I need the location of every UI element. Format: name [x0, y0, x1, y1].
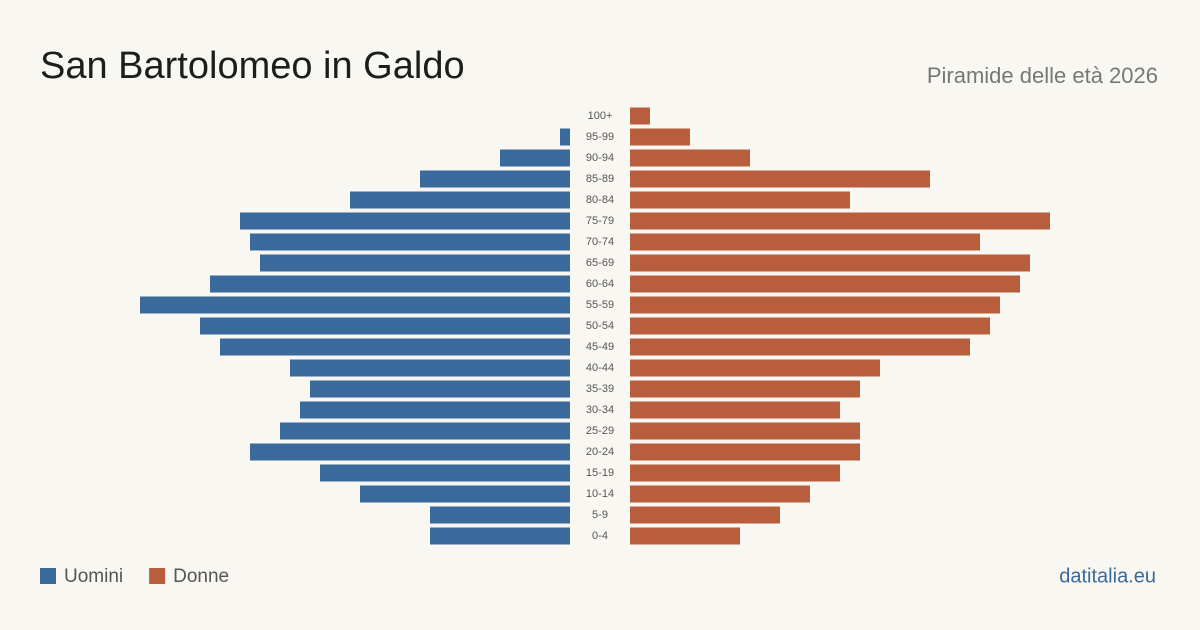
bar-female — [630, 380, 860, 398]
bar-female — [630, 506, 780, 524]
age-label: 35-39 — [586, 383, 614, 395]
bar-male — [250, 233, 570, 251]
bar-male — [560, 128, 570, 146]
age-label: 100+ — [588, 110, 613, 122]
age-label: 5-9 — [592, 509, 608, 521]
age-label: 65-69 — [586, 257, 614, 269]
bar-male — [300, 401, 570, 419]
age-label: 0-4 — [592, 530, 608, 542]
bar-female — [630, 254, 1030, 272]
bar-female — [630, 128, 690, 146]
bar-male — [260, 254, 570, 272]
legend-swatch — [149, 568, 166, 584]
age-label: 60-64 — [586, 278, 614, 290]
age-label: 70-74 — [586, 236, 614, 248]
bar-male — [420, 170, 570, 188]
bar-female — [630, 233, 980, 251]
bar-female — [630, 527, 740, 545]
chart-title: San Bartolomeo in Galdo — [40, 45, 465, 87]
bar-female — [630, 107, 650, 125]
legend-swatch — [40, 568, 56, 584]
bar-female — [630, 149, 750, 167]
bar-male — [430, 527, 570, 545]
age-label: 25-29 — [586, 425, 614, 437]
legend-label: Uomini — [64, 566, 123, 587]
bar-male — [320, 464, 570, 482]
bar-female — [630, 296, 1000, 314]
bar-male — [500, 149, 570, 167]
chart-subtitle: Piramide delle età 2026 — [927, 63, 1158, 88]
bar-female — [630, 359, 880, 377]
age-label: 95-99 — [586, 131, 614, 143]
source[interactable]: datitalia.eu — [1059, 565, 1156, 587]
bar-female — [630, 212, 1050, 230]
bar-male — [280, 422, 570, 440]
age-label: 55-59 — [586, 299, 614, 311]
age-label: 20-24 — [586, 446, 614, 458]
bar-male — [140, 296, 570, 314]
age-label: 40-44 — [586, 362, 614, 374]
bar-male — [210, 275, 570, 293]
age-label: 90-94 — [586, 152, 614, 164]
bar-male — [310, 380, 570, 398]
age-label: 45-49 — [586, 341, 614, 353]
bar-female — [630, 275, 1020, 293]
legend-label: Donne — [173, 566, 229, 587]
bar-male — [250, 443, 570, 461]
age-label: 75-79 — [586, 215, 614, 227]
bar-female — [630, 401, 840, 419]
age-label: 80-84 — [586, 194, 614, 206]
age-label: 50-54 — [586, 320, 614, 332]
bar-female — [630, 485, 810, 503]
bar-female — [630, 191, 850, 209]
bar-female — [630, 317, 990, 335]
bar-female — [630, 422, 860, 440]
age-label: 85-89 — [586, 173, 614, 185]
age-label: 30-34 — [586, 404, 614, 416]
bar-male — [350, 191, 570, 209]
age-label: 15-19 — [586, 467, 614, 479]
bar-male — [240, 212, 570, 230]
bar-female — [630, 443, 860, 461]
bar-male — [220, 338, 570, 356]
age-label: 10-14 — [586, 488, 614, 500]
bar-male — [430, 506, 570, 524]
bar-male — [200, 317, 570, 335]
bar-male — [290, 359, 570, 377]
bar-female — [630, 170, 930, 188]
bar-female — [630, 464, 840, 482]
bar-female — [630, 338, 970, 356]
bar-male — [360, 485, 570, 503]
